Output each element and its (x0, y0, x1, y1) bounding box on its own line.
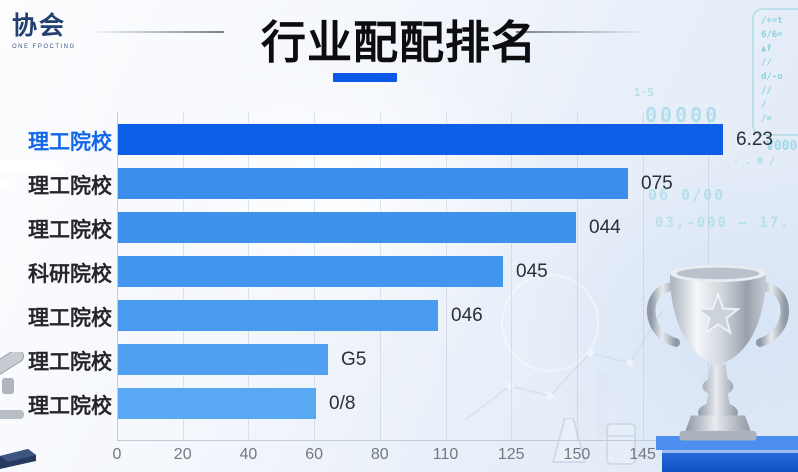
background-glyph-panel: /+=t 6/6= ▲f//d/-o////= (752, 8, 798, 136)
x-axis-ticks: 02040608011012515014562 (113, 446, 798, 466)
background-code-text: V000 (766, 139, 798, 154)
bar (118, 388, 316, 419)
background-glyph-line: /= (761, 114, 772, 124)
trophy-pedestal-front (662, 450, 798, 472)
background-code-text: 00000 (645, 103, 721, 127)
bar (118, 168, 628, 199)
background-glyph-line: // (761, 86, 772, 96)
bar (118, 212, 576, 243)
x-tick-label: 145 (629, 446, 656, 463)
bar-label: 理工院校 (28, 307, 112, 330)
y-axis (117, 112, 118, 440)
navy-book-icon (0, 449, 36, 469)
x-tick-label: 40 (239, 446, 258, 463)
logo-subtext: ONE FPOCTING (12, 44, 76, 50)
title-flank-line-left (88, 31, 224, 33)
page-title-wrap: 行业配配排名 (0, 6, 798, 71)
x-tick-label: 150 (563, 446, 591, 463)
x-tick-label: 0 (112, 446, 122, 463)
bar-label: 科研院校 (28, 263, 112, 286)
logo-text: 协会 (12, 12, 67, 40)
background-code-text: · . 0 / (733, 156, 776, 167)
background-glyph-line: / (761, 100, 767, 110)
title-underline (333, 73, 397, 82)
bar-value: G5 (341, 349, 367, 370)
x-tick-label: 60 (305, 446, 323, 463)
bar-value: 044 (589, 217, 621, 238)
background-glyph-line: 6/6= (761, 30, 783, 40)
gridline (576, 112, 578, 440)
x-tick-label: 80 (370, 446, 389, 463)
bar (118, 256, 503, 287)
title-flank-line-right (516, 31, 648, 33)
background-glyph-line: // (761, 58, 772, 68)
bar-chart-rows: 理工院校 6.23 理工院校 075 理工院校 044 科研院校 045 理工院校 046 理工院校… (0, 112, 798, 440)
bar-value: 075 (641, 173, 673, 194)
background-code-text: 1·5 (634, 86, 654, 99)
bar-label: 理工院校 (28, 219, 112, 242)
bar-label: 理工院校 (28, 351, 112, 374)
trophy-icon (646, 264, 790, 441)
bar-value: 0/8 (329, 393, 356, 414)
gridline (511, 112, 513, 440)
background-code-text: 06 0/00 (648, 186, 726, 204)
bar-label: 理工院校 (28, 175, 112, 198)
bar-value: 046 (451, 305, 483, 326)
x-tick-label: 125 (497, 446, 525, 463)
microscope-icon (0, 352, 24, 419)
x-tick-label: 110 (432, 446, 459, 463)
bar-label: 理工院校 (28, 395, 112, 418)
bar (118, 124, 723, 155)
gridline (642, 112, 644, 440)
bar-label: 理工院校 (28, 131, 112, 154)
background-glyph-line: d/-o (761, 72, 783, 82)
background-chart-art-icon (464, 274, 664, 438)
page-title: 行业配配排名 (260, 17, 537, 68)
x-axis (117, 440, 788, 441)
association-logo: 协会 ONE FPOCTING (12, 6, 76, 50)
light-streak (0, 178, 14, 188)
light-streak (0, 160, 64, 173)
trophy-pedestal-sheen (662, 450, 798, 453)
x-tick-label: 20 (173, 446, 192, 463)
bar-value: 6.23 (736, 129, 773, 150)
bar (118, 344, 328, 375)
bar (118, 300, 438, 331)
background-glyph-line: ▲f (761, 44, 772, 54)
background-code-text: 03,-000 — 17. (655, 215, 791, 231)
background-glyph-line: /+=t (761, 16, 783, 26)
bar-value: 045 (516, 261, 548, 282)
